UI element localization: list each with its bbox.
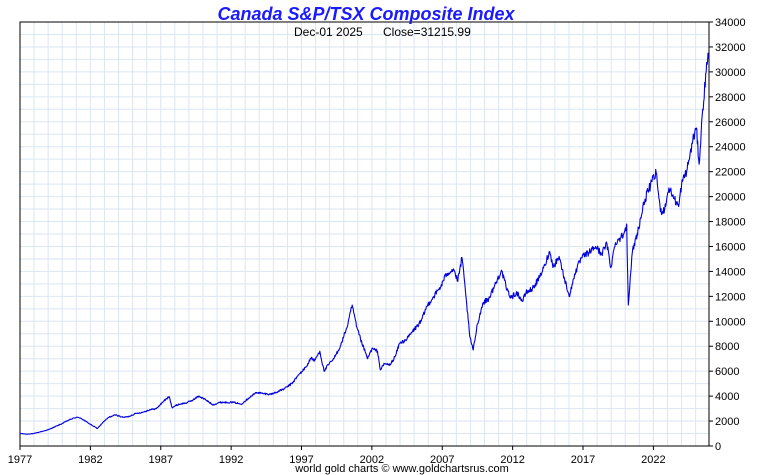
y-tick-label: 2000 bbox=[715, 416, 739, 428]
x-tick-label: 2002 bbox=[360, 454, 384, 466]
x-tick-label: 1997 bbox=[289, 454, 313, 466]
x-tick-label: 2022 bbox=[641, 454, 665, 466]
y-tick-label: 32000 bbox=[715, 42, 746, 54]
chart-footer: world gold charts © www.goldchartsrus.co… bbox=[294, 463, 509, 475]
y-tick-label: 4000 bbox=[715, 391, 739, 403]
y-tick-label: 30000 bbox=[715, 67, 746, 79]
y-tick-label: 14000 bbox=[715, 266, 746, 278]
y-axis: 0 2000 4000 6000 8000 10000 12000 14000 16000 180… bbox=[709, 17, 746, 453]
y-tick-label: 34000 bbox=[715, 17, 746, 29]
x-tick-label: 2012 bbox=[500, 454, 524, 466]
y-tick-label: 18000 bbox=[715, 217, 746, 229]
x-tick-label: 2007 bbox=[430, 454, 454, 466]
y-tick-label: 22000 bbox=[715, 167, 746, 179]
y-tick-label: 0 bbox=[715, 441, 721, 453]
subtitle-close: Close=31215.99 bbox=[383, 25, 471, 39]
series-line bbox=[19, 52, 710, 435]
x-tick-label: 1977 bbox=[8, 454, 32, 466]
x-tick-label: 2017 bbox=[571, 454, 595, 466]
x-axis: 1977 1982 1987 1992 1997 2002 2007 2012 2017 2022 bbox=[8, 446, 666, 466]
y-tick-label: 16000 bbox=[715, 241, 746, 253]
x-tick-label: 1992 bbox=[219, 454, 243, 466]
y-tick-label: 24000 bbox=[715, 142, 746, 154]
chart-title: Canada S&P/TSX Composite Index bbox=[217, 4, 515, 24]
plot-frame bbox=[19, 21, 710, 447]
series-layer bbox=[19, 52, 710, 435]
y-tick-label: 28000 bbox=[715, 92, 746, 104]
y-tick-label: 26000 bbox=[715, 117, 746, 129]
y-tick-label: 12000 bbox=[715, 291, 746, 303]
y-tick-label: 10000 bbox=[715, 316, 746, 328]
y-tick-label: 8000 bbox=[715, 341, 739, 353]
x-tick-label: 1987 bbox=[149, 454, 173, 466]
y-tick-label: 6000 bbox=[715, 366, 739, 378]
x-tick-label: 1982 bbox=[78, 454, 102, 466]
subtitle-date: Dec-01 2025 bbox=[294, 25, 363, 39]
y-tick-label: 20000 bbox=[715, 192, 746, 204]
